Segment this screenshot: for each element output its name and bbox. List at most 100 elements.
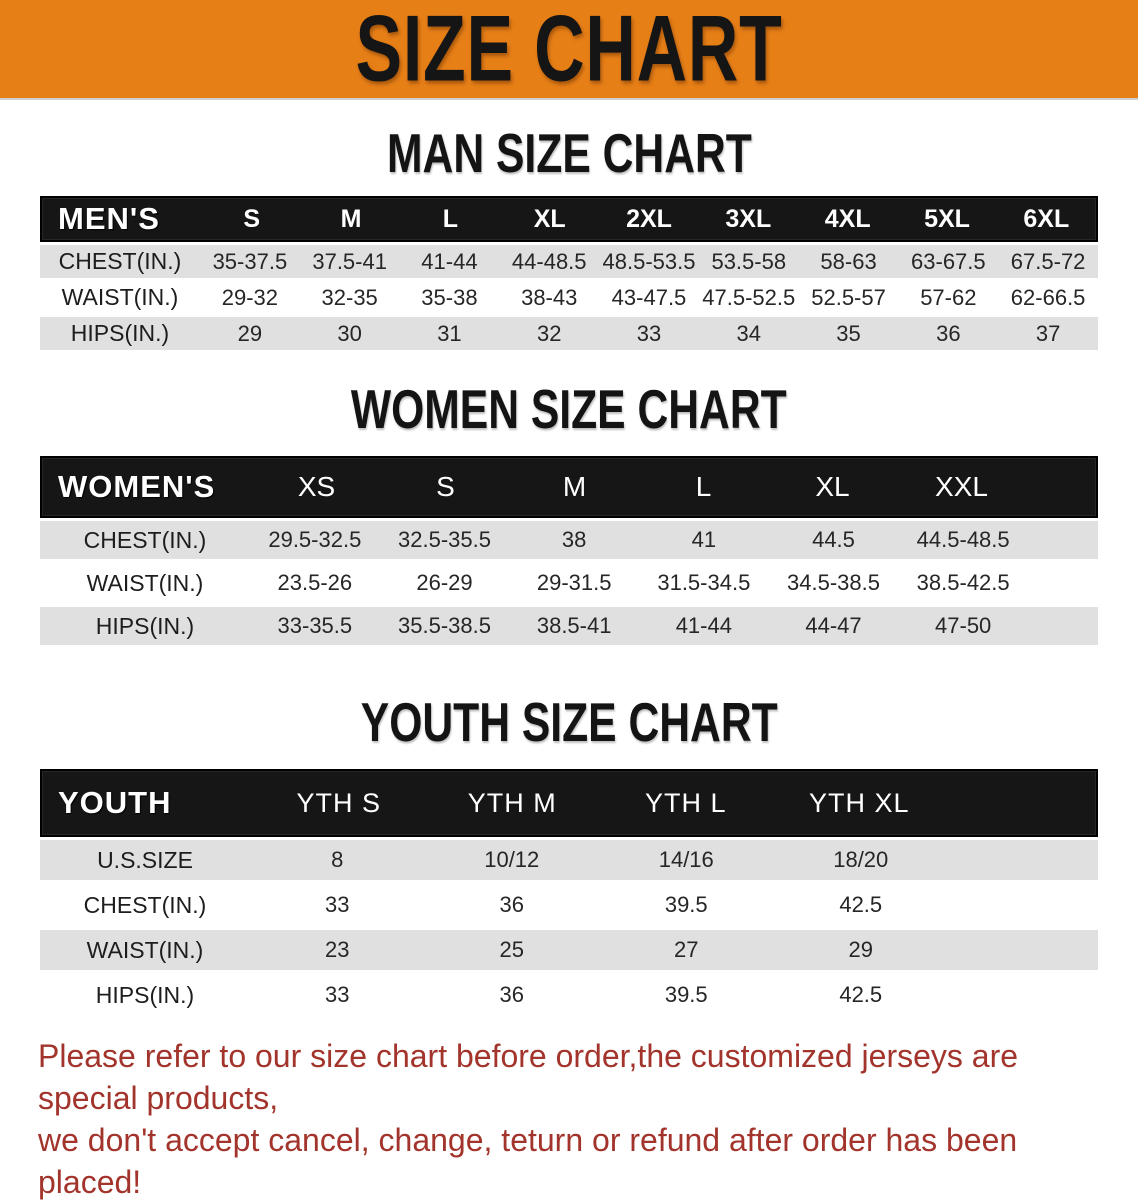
- page-title: SIZE CHART: [355, 0, 783, 102]
- cell-value: 39.5: [664, 982, 708, 1007]
- women-size-chart-title: WOMEN SIZE CHART: [351, 379, 787, 441]
- cell-value: 38.5-42.5: [916, 570, 1010, 595]
- cell-value: 23: [325, 937, 350, 962]
- row-label: CHEST(IN.): [58, 248, 182, 274]
- cell-value: 8: [331, 847, 344, 872]
- cell-value: 35-37.5: [212, 248, 288, 274]
- cell-value: 44.5: [812, 527, 855, 552]
- cell-value: 29.5-32.5: [268, 527, 362, 552]
- youth-size-table: YOUTH YTH S YTH M YTH L YTH XL U.S.SIZE 8 10/12…: [40, 769, 1098, 1015]
- cell-value: 29: [848, 937, 873, 962]
- cell-value: 25: [499, 937, 524, 962]
- men-size-table: MEN'S S M L XL 2XL 3XL 4XL 5XL 6XL CHEST(IN.) 35-37…: [40, 196, 1098, 350]
- cell-value: 29-31.5: [536, 570, 612, 595]
- cell-value: 48.5-53.5: [602, 248, 696, 274]
- table-row: HIPS(IN.) 33-35.5 35.5-38.5 38.5-41 41-44 44-…: [40, 607, 1098, 645]
- cell-value: 36: [499, 892, 524, 917]
- cell-value: 31: [437, 320, 462, 346]
- cell-value: 67.5-72: [1010, 248, 1086, 274]
- cell-value: 38-43: [521, 284, 578, 310]
- table-corner-label: WOMEN'S: [58, 469, 216, 504]
- table-row: CHEST(IN.) 35-37.5 37.5-41 41-44 44-48.5 48.5…: [40, 245, 1098, 278]
- size-column-header: YTH S: [296, 787, 381, 818]
- cell-value: 33: [325, 892, 350, 917]
- size-column-header: XL: [815, 471, 850, 502]
- cell-value: 44.5-48.5: [916, 527, 1010, 552]
- table-corner-label: MEN'S: [58, 201, 160, 236]
- size-column-header: 5XL: [924, 204, 970, 233]
- size-column-header: 2XL: [626, 204, 672, 233]
- cell-value: 36: [499, 982, 524, 1007]
- size-column-header: YTH L: [644, 787, 727, 818]
- cell-value: 63-67.5: [911, 248, 986, 274]
- cell-value: 37: [1035, 320, 1061, 346]
- man-size-chart-title: MAN SIZE CHART: [386, 123, 752, 185]
- cell-value: 47.5-52.5: [702, 284, 796, 310]
- cell-value: 33: [636, 320, 662, 346]
- cell-value: 38: [561, 527, 587, 552]
- cell-value: 36: [936, 320, 961, 346]
- size-column-header: YTH XL: [808, 787, 910, 818]
- size-column-header: 3XL: [725, 204, 772, 233]
- row-label: CHEST(IN.): [83, 526, 207, 553]
- size-column-header: XL: [533, 204, 566, 233]
- cell-value: 14/16: [658, 847, 714, 872]
- row-label: HIPS(IN.): [95, 612, 195, 639]
- size-column-header: XXL: [935, 471, 988, 502]
- table-header-row: WOMEN'S XS S M L XL XXL: [40, 456, 1098, 518]
- row-label: WAIST(IN.): [86, 936, 204, 963]
- disclaimer: Please refer to our size chart before or…: [38, 1035, 1100, 1203]
- row-label: CHEST(IN.): [83, 891, 207, 918]
- table-row: WAIST(IN.) 23.5-26 26-29 29-31.5 31.5-34.5 34…: [40, 564, 1098, 602]
- cell-value: 32.5-35.5: [398, 527, 491, 552]
- size-chart-banner: SIZE CHART: [0, 0, 1138, 100]
- cell-value: 41-44: [421, 248, 478, 274]
- table-row: HIPS(IN.) 29 30 31 32 33 34 35 36 37: [40, 317, 1098, 350]
- cell-value: 31.5-34.5: [657, 570, 751, 595]
- size-column-header: 6XL: [1023, 204, 1070, 233]
- cell-value: 41: [691, 527, 717, 552]
- cell-value: 10/12: [484, 847, 540, 872]
- cell-value: 23.5-26: [277, 570, 353, 595]
- cell-value: 35.5-38.5: [398, 613, 491, 638]
- table-row: U.S.SIZE 8 10/12 14/16 18/20: [40, 840, 1098, 880]
- cell-value: 58-63: [820, 248, 877, 274]
- size-column-header: S: [436, 471, 455, 502]
- youth-section-heading: YOUTH SIZE CHART: [0, 696, 1138, 751]
- cell-value: 44-47: [805, 613, 862, 638]
- cell-value: 47-50: [935, 613, 992, 638]
- cell-value: 29-32: [221, 284, 279, 310]
- size-column-header: S: [243, 204, 260, 233]
- cell-value: 42.5: [839, 982, 883, 1007]
- table-header-row: MEN'S S M L XL 2XL 3XL 4XL 5XL 6XL: [40, 196, 1098, 242]
- women-section-heading: WOMEN SIZE CHART: [0, 379, 1138, 441]
- women-size-table: WOMEN'S XS S M L XL XXL CHEST(IN.) 29.5-32.5 32.5…: [40, 456, 1098, 645]
- cell-value: 53.5-58: [711, 248, 787, 274]
- cell-value: 57-62: [920, 284, 977, 310]
- table-row: HIPS(IN.) 33 36 39.5 42.5: [40, 975, 1098, 1015]
- cell-value: 32-35: [321, 284, 378, 310]
- cell-value: 37.5-41: [312, 248, 387, 274]
- cell-value: 38.5-41: [536, 613, 612, 638]
- cell-value: 34: [736, 320, 761, 346]
- man-section-heading: MAN SIZE CHART: [0, 123, 1138, 185]
- cell-value: 29: [237, 320, 263, 346]
- table-row: WAIST(IN.) 23 25 27 29: [40, 930, 1098, 970]
- size-column-header: 4XL: [824, 204, 871, 233]
- table-header-row: YOUTH YTH S YTH M YTH L YTH XL: [40, 769, 1098, 837]
- table-row: CHEST(IN.) 29.5-32.5 32.5-35.5 38 41 44.5 44.5…: [40, 521, 1098, 559]
- cell-value: 34.5-38.5: [787, 570, 880, 595]
- cell-value: 44-48.5: [511, 248, 587, 274]
- cell-value: 52.5-57: [811, 284, 886, 310]
- row-label: HIPS(IN.): [70, 320, 170, 346]
- table-row: CHEST(IN.) 33 36 39.5 42.5: [40, 885, 1098, 925]
- cell-value: 32: [536, 320, 562, 346]
- cell-value: 18/20: [833, 847, 889, 872]
- cell-value: 35-38: [421, 284, 478, 310]
- size-column-header: YTH M: [467, 787, 557, 818]
- table-corner-label: YOUTH: [58, 785, 172, 820]
- cell-value: 39.5: [664, 892, 708, 917]
- row-label: HIPS(IN.): [95, 981, 195, 1008]
- row-label: WAIST(IN.): [86, 569, 204, 596]
- cell-value: 42.5: [839, 892, 883, 917]
